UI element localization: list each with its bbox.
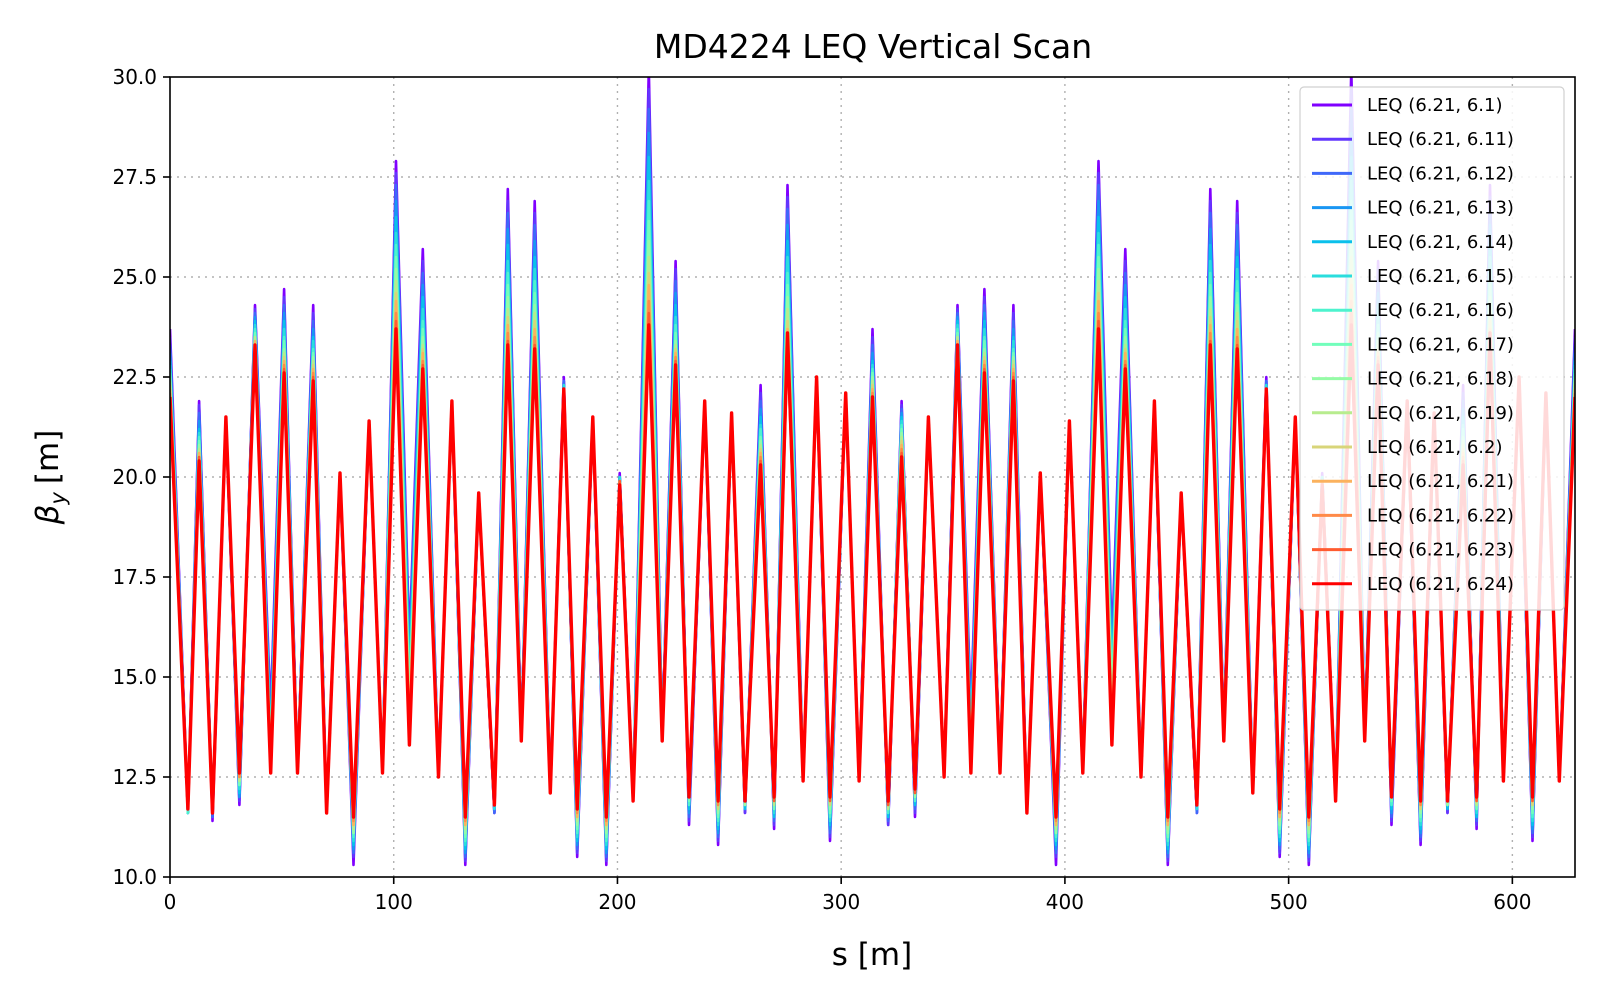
y-tick-label: 25.0	[112, 265, 157, 289]
x-tick-label: 300	[822, 890, 860, 914]
legend-entry-label: LEQ (6.21, 6.19)	[1367, 403, 1514, 424]
x-tick-label: 400	[1046, 890, 1084, 914]
legend-entry-label: LEQ (6.21, 6.11)	[1367, 129, 1514, 150]
y-axis-label-symbol: β	[30, 505, 66, 526]
legend-entry-label: LEQ (6.21, 6.22)	[1367, 505, 1514, 526]
legend-entry-label: LEQ (6.21, 6.12)	[1367, 163, 1514, 184]
x-axis-label: s [m]	[832, 937, 912, 973]
legend-entry-label: LEQ (6.21, 6.1)	[1367, 95, 1502, 116]
chart-title: MD4224 LEQ Vertical Scan	[654, 27, 1092, 66]
y-tick-label: 17.5	[112, 565, 157, 589]
y-tick-label: 22.5	[112, 365, 157, 389]
y-tick-label: 15.0	[112, 665, 157, 689]
y-tick-label: 20.0	[112, 465, 157, 489]
legend-entry-label: LEQ (6.21, 6.18)	[1367, 369, 1514, 390]
x-tick-label: 500	[1270, 890, 1308, 914]
y-tick-label: 27.5	[112, 165, 157, 189]
legend-entry-label: LEQ (6.21, 6.23)	[1367, 540, 1514, 561]
series-line-14	[170, 323, 1575, 819]
legend-entry-label: LEQ (6.21, 6.21)	[1367, 471, 1514, 492]
y-axis-label-unit: [m]	[30, 430, 66, 484]
legend-box	[1299, 86, 1565, 611]
legend-entry-label: LEQ (6.21, 6.16)	[1367, 300, 1514, 321]
y-axis-label-subscript: y	[46, 492, 70, 506]
x-tick-label: 600	[1493, 890, 1531, 914]
y-axis-label: βy [m]	[30, 430, 70, 526]
legend-entry-label: LEQ (6.21, 6.15)	[1367, 266, 1514, 287]
legend-entry-label: LEQ (6.21, 6.17)	[1367, 334, 1514, 355]
y-tick-label: 30.0	[112, 65, 157, 89]
y-tick-label: 12.5	[112, 765, 157, 789]
series-lines	[170, 77, 1575, 867]
x-tick-label: 0	[164, 890, 177, 914]
legend-entry-label: LEQ (6.21, 6.13)	[1367, 198, 1514, 219]
legend-entry-label: LEQ (6.21, 6.14)	[1367, 232, 1514, 253]
x-tick-label: 200	[598, 890, 636, 914]
y-tick-label: 10.0	[112, 865, 157, 889]
x-tick-label: 100	[375, 890, 413, 914]
legend-entry-label: LEQ (6.21, 6.24)	[1367, 574, 1514, 595]
axis-ticks: 0 100 200 300 400 500 600 10.0 12.5 15.0 17.5 20.0 2…	[112, 65, 1531, 914]
legend: LEQ (6.21, 6.1) LEQ (6.21, 6.11) LEQ (6.21…	[1299, 86, 1565, 611]
legend-entry-label: LEQ (6.21, 6.2)	[1367, 437, 1502, 458]
